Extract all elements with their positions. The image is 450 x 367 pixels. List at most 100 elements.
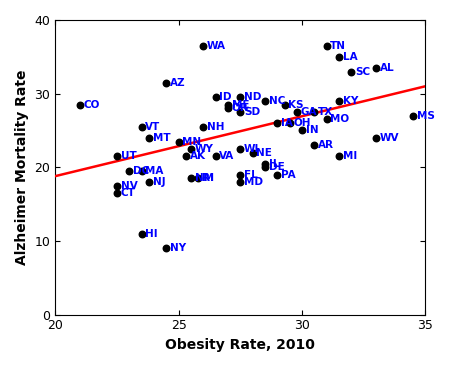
Text: GA: GA bbox=[301, 107, 317, 117]
Text: NM: NM bbox=[195, 173, 214, 184]
Point bbox=[323, 43, 330, 49]
Text: NJ: NJ bbox=[153, 177, 165, 187]
Text: WA: WA bbox=[207, 41, 226, 51]
Point bbox=[126, 168, 133, 174]
Text: CT: CT bbox=[121, 188, 135, 198]
Point bbox=[187, 175, 194, 181]
Text: TX: TX bbox=[318, 107, 333, 117]
Point bbox=[281, 102, 288, 108]
Point bbox=[225, 105, 232, 111]
Text: OH: OH bbox=[293, 118, 311, 128]
Text: AZ: AZ bbox=[170, 77, 185, 88]
Text: CO: CO bbox=[84, 100, 100, 110]
Point bbox=[175, 139, 182, 145]
Text: PA: PA bbox=[281, 170, 296, 180]
Point bbox=[163, 246, 170, 251]
Text: WI: WI bbox=[244, 144, 259, 154]
Point bbox=[237, 94, 244, 100]
Text: MN: MN bbox=[182, 137, 202, 146]
Point bbox=[187, 146, 194, 152]
Text: NC: NC bbox=[269, 96, 285, 106]
Point bbox=[237, 109, 244, 115]
Text: MS: MS bbox=[417, 111, 435, 121]
Text: NH: NH bbox=[207, 122, 225, 132]
Point bbox=[200, 43, 207, 49]
Text: MD: MD bbox=[244, 177, 263, 187]
Text: IN: IN bbox=[306, 126, 318, 135]
X-axis label: Obesity Rate, 2010: Obesity Rate, 2010 bbox=[165, 338, 315, 352]
Point bbox=[261, 161, 269, 167]
Point bbox=[410, 113, 417, 119]
Point bbox=[212, 94, 219, 100]
Text: MT: MT bbox=[153, 133, 171, 143]
Text: MA: MA bbox=[145, 166, 164, 176]
Point bbox=[138, 168, 145, 174]
Point bbox=[335, 98, 342, 104]
Point bbox=[261, 164, 269, 170]
Point bbox=[310, 142, 318, 148]
Text: KS: KS bbox=[288, 100, 304, 110]
Point bbox=[237, 172, 244, 178]
Point bbox=[335, 54, 342, 60]
Text: WV: WV bbox=[380, 133, 399, 143]
Point bbox=[145, 179, 153, 185]
Point bbox=[138, 230, 145, 236]
Point bbox=[372, 65, 379, 71]
Point bbox=[138, 124, 145, 130]
Text: KY: KY bbox=[342, 96, 358, 106]
Text: SD: SD bbox=[244, 107, 260, 117]
Point bbox=[200, 124, 207, 130]
Text: DC: DC bbox=[133, 166, 149, 176]
Text: DE: DE bbox=[269, 162, 284, 172]
Point bbox=[237, 179, 244, 185]
Point bbox=[225, 102, 232, 108]
Text: IA: IA bbox=[281, 118, 293, 128]
Point bbox=[274, 172, 281, 178]
Text: NY: NY bbox=[170, 243, 186, 253]
Point bbox=[286, 120, 293, 126]
Text: VA: VA bbox=[219, 151, 234, 161]
Text: SC: SC bbox=[355, 66, 370, 77]
Y-axis label: Alzheimer Mortality Rate: Alzheimer Mortality Rate bbox=[15, 69, 29, 265]
Point bbox=[237, 146, 244, 152]
Text: ND: ND bbox=[244, 92, 261, 102]
Point bbox=[310, 109, 318, 115]
Point bbox=[76, 102, 84, 108]
Point bbox=[182, 153, 189, 159]
Text: NE: NE bbox=[256, 148, 272, 157]
Point bbox=[323, 116, 330, 122]
Text: ID: ID bbox=[219, 92, 232, 102]
Text: OR: OR bbox=[232, 103, 248, 113]
Point bbox=[113, 183, 121, 189]
Text: UT: UT bbox=[121, 151, 136, 161]
Text: AL: AL bbox=[380, 63, 394, 73]
Text: AK: AK bbox=[190, 151, 206, 161]
Point bbox=[293, 109, 301, 115]
Text: TN: TN bbox=[330, 41, 346, 51]
Point bbox=[195, 175, 202, 181]
Text: RI: RI bbox=[202, 173, 214, 184]
Point bbox=[212, 153, 219, 159]
Text: MI: MI bbox=[342, 151, 357, 161]
Text: VT: VT bbox=[145, 122, 161, 132]
Point bbox=[348, 69, 355, 75]
Point bbox=[145, 135, 153, 141]
Point bbox=[274, 120, 281, 126]
Text: MO: MO bbox=[330, 115, 350, 124]
Point bbox=[261, 98, 269, 104]
Text: FL: FL bbox=[244, 170, 258, 180]
Point bbox=[372, 135, 379, 141]
Text: HI: HI bbox=[145, 229, 158, 239]
Text: WY: WY bbox=[195, 144, 213, 154]
Point bbox=[249, 150, 256, 156]
Point bbox=[113, 190, 121, 196]
Point bbox=[335, 153, 342, 159]
Point bbox=[163, 80, 170, 86]
Text: ME: ME bbox=[232, 100, 249, 110]
Point bbox=[298, 128, 306, 134]
Text: IL: IL bbox=[269, 159, 279, 168]
Text: NV: NV bbox=[121, 181, 137, 191]
Text: LA: LA bbox=[342, 52, 357, 62]
Text: AR: AR bbox=[318, 140, 334, 150]
Point bbox=[113, 153, 121, 159]
